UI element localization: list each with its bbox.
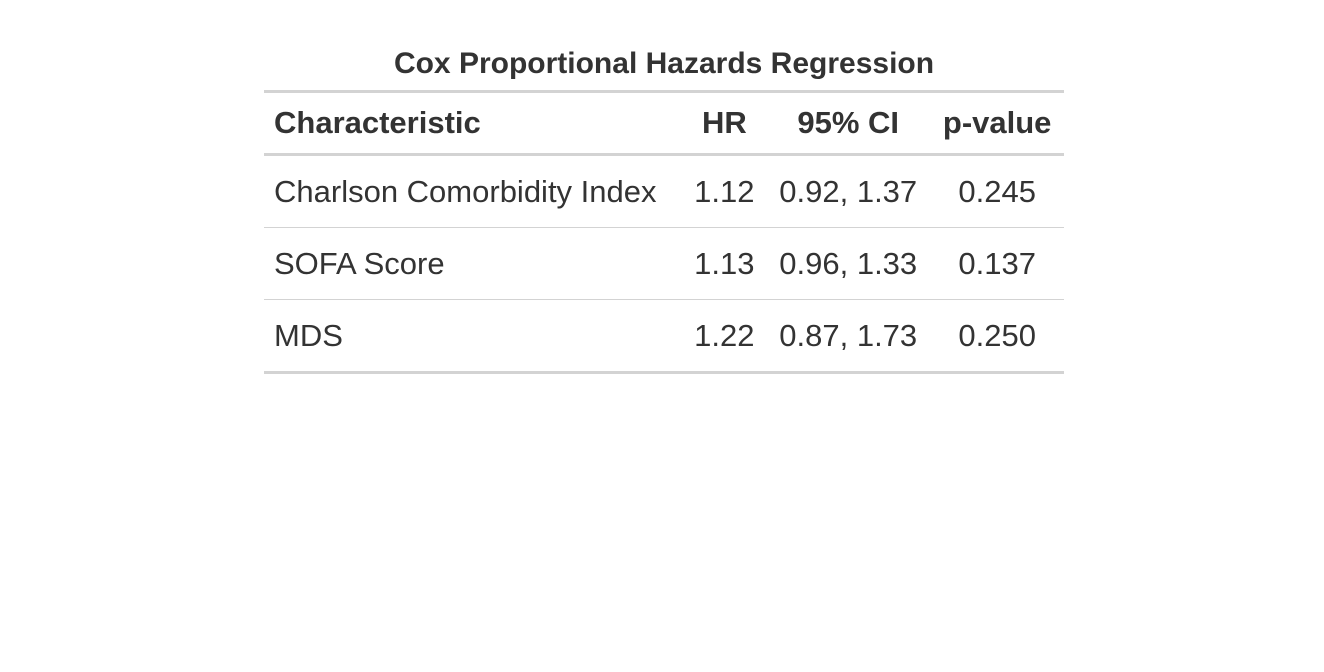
- header-p-value: p-value: [930, 91, 1064, 156]
- cell-characteristic: SOFA Score: [264, 227, 683, 300]
- cell-characteristic: MDS: [274, 317, 343, 353]
- table-row: MDS 1.22 0.87, 1.73 0.250: [264, 300, 1064, 373]
- cell-hr: 1.22: [694, 317, 755, 353]
- cell-ci: 0.96, 1.33: [766, 227, 931, 300]
- cell-p-value: 0.250: [958, 317, 1036, 353]
- regression-table-container: Cox Proportional Hazards Regression Char…: [264, 38, 1064, 374]
- header-hr: HR: [682, 91, 767, 156]
- cell-hr: 1.12: [682, 154, 767, 228]
- table-row: Charlson Comorbidity Index 1.12 0.92, 1.…: [264, 154, 1064, 228]
- cell-p-value: 0.137: [930, 227, 1064, 300]
- regression-table: Characteristic HR 95% CI p-value Charlso…: [264, 90, 1064, 374]
- cell-hr: 1.13: [682, 227, 767, 300]
- cell-characteristic: Charlson Comorbidity Index: [264, 154, 683, 228]
- cell-ci: 0.87, 1.73: [779, 317, 918, 353]
- table-title: Cox Proportional Hazards Regression: [393, 47, 935, 80]
- header-characteristic: Characteristic: [264, 91, 683, 156]
- table-body: Charlson Comorbidity Index 1.12 0.92, 1.…: [264, 154, 1064, 373]
- cell-ci: 0.92, 1.37: [766, 154, 931, 228]
- cell-p-value: 0.245: [930, 154, 1064, 228]
- header-ci: 95% CI: [766, 91, 931, 156]
- table-header: Characteristic HR 95% CI p-value: [264, 91, 1064, 156]
- table-row: SOFA Score 1.13 0.96, 1.33 0.137: [264, 227, 1064, 300]
- header-row: Characteristic HR 95% CI p-value: [264, 91, 1064, 156]
